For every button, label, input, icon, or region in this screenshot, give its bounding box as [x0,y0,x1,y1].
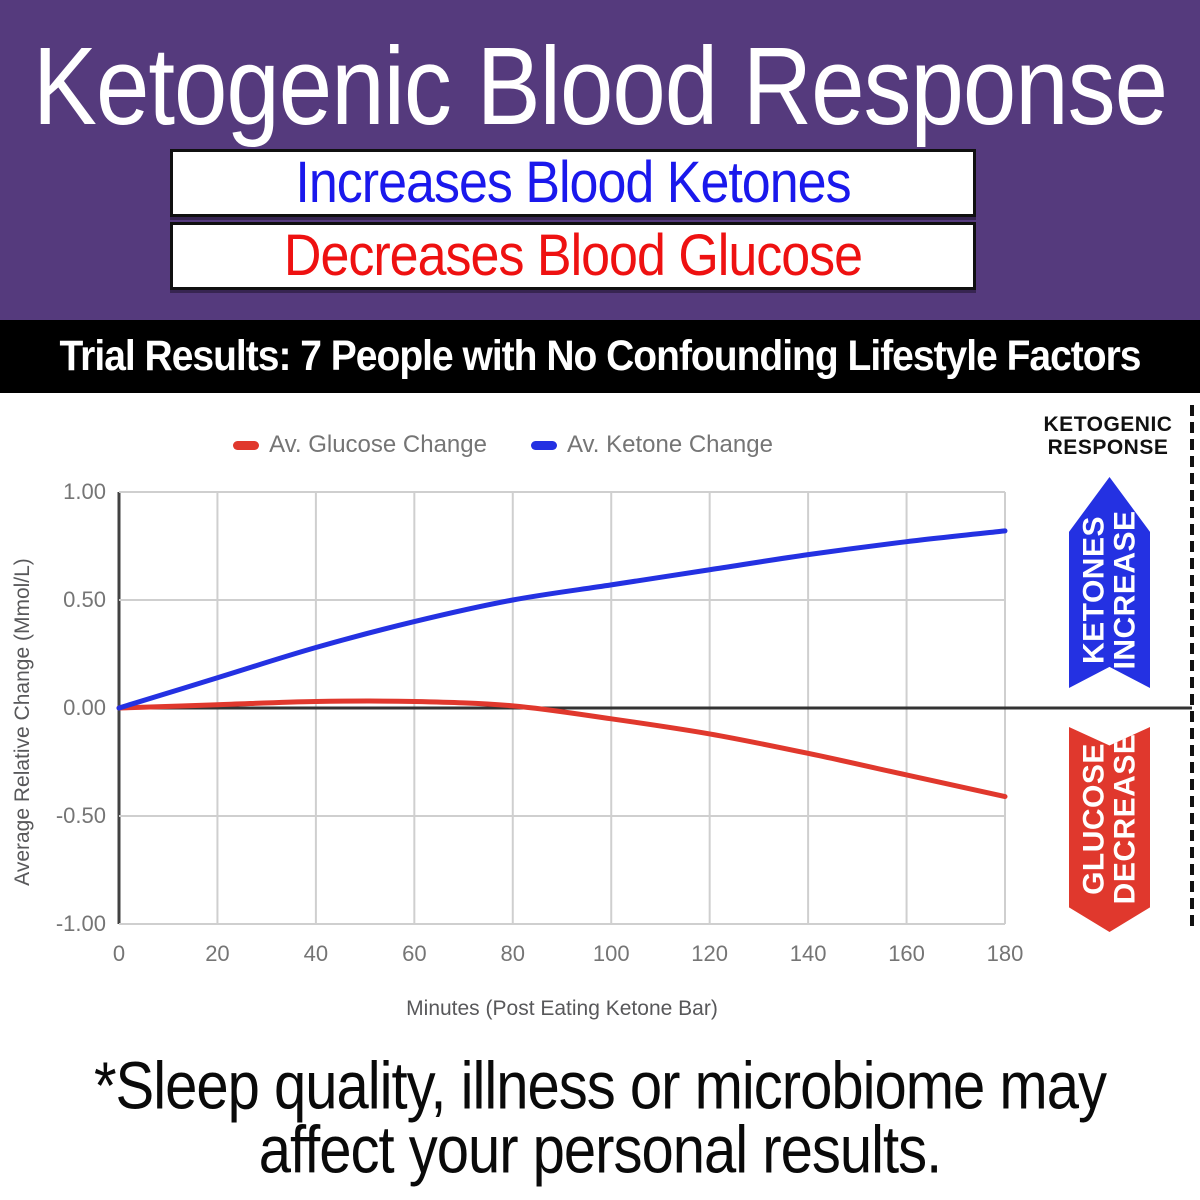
x-tick-label: 160 [888,941,925,966]
page-title: Ketogenic Blood Response [32,25,1168,149]
legend-item-ketone: Av. Ketone Change [530,431,773,459]
line-chart [116,405,1194,929]
ketone-arrow-line-1: KETONES [1077,515,1111,664]
chart-section: Av. Glucose Change Av. Ketone Change KET… [0,393,1200,1040]
ketones-increase-label: KETONES INCREASE [1077,509,1142,670]
trial-results-text: Trial Results: 7 People with No Confound… [59,332,1142,380]
glucose-badge-label: Decreases Blood Glucose [283,223,863,289]
x-tick-label: 120 [691,941,729,966]
x-tick-label: 60 [402,941,427,966]
chart-legend: Av. Glucose Change Av. Ketone Change [60,431,946,459]
y-tick-label: 1.00 [63,479,106,504]
legend-label-ketone: Av. Ketone Change [566,431,773,458]
trial-results-banner: Trial Results: 7 People with No Confound… [0,320,1200,393]
glucose-arrow-line-1: GLUCOSE [1077,742,1111,895]
glucose-decrease-label: GLUCOSE DECREASE [1077,733,1142,904]
y-tick-label: -1.00 [55,911,106,936]
ketone-swatch-icon [530,440,557,450]
x-tick-label: 0 [112,941,126,966]
legend-item-glucose: Av. Glucose Change [233,431,487,459]
header-section: Ketogenic Blood Response Increases Blood… [0,0,1200,320]
x-tick-label: 100 [592,941,630,966]
heading-line-1: KETOGENIC [1043,413,1173,436]
glucose-swatch-icon [233,440,260,450]
y-tick-label: 0.00 [63,695,106,720]
ketone-series-line [116,528,1008,711]
legend-label-glucose: Av. Glucose Change [269,431,487,458]
glucose-decrease-arrow-icon: GLUCOSE DECREASE [1069,727,1150,932]
footnote: *Sleep quality, illness or microbiome ma… [0,1040,1200,1200]
x-tick-label: 40 [303,941,329,966]
ketone-arrow-line-2: INCREASE [1108,509,1142,670]
footnote-line-1: *Sleep quality, illness or microbiome ma… [93,1048,1107,1124]
x-axis-title: Minutes (Post Eating Ketone Bar) [406,997,718,1020]
x-tick-label: 80 [500,941,525,966]
ketogenic-response-heading: KETOGENIC RESPONSE [1038,413,1178,459]
glucose-badge: Decreases Blood Glucose [170,222,976,290]
glucose-series-line [116,698,1008,800]
glucose-arrow-line-2: DECREASE [1108,733,1142,904]
ketones-badge-label: Increases Blood Ketones [295,150,851,216]
y-tick-label: 0.50 [63,587,106,612]
heading-line-2: RESPONSE [1047,436,1169,459]
y-tick-label: -0.50 [55,803,106,828]
x-tick-label: 20 [205,941,230,966]
x-tick-label: 180 [986,941,1024,966]
x-tick-label: 140 [789,941,827,966]
footnote-line-2: affect your personal results. [258,1112,942,1188]
ketones-badge: Increases Blood Ketones [170,149,976,217]
